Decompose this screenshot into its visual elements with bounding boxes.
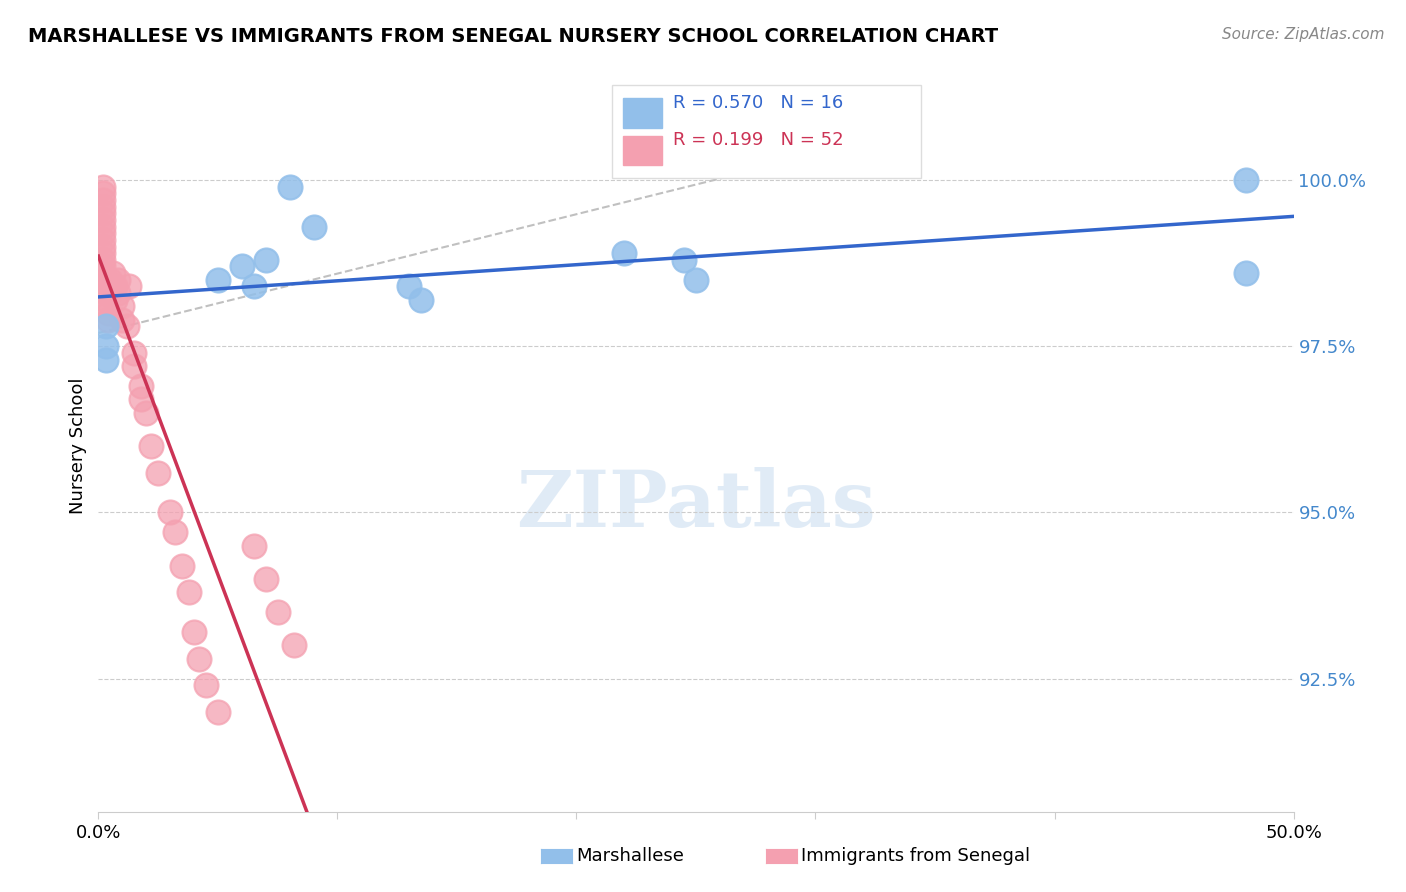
Text: ZIPatlas: ZIPatlas [516, 467, 876, 542]
Point [159, 506, 181, 520]
Point [124, 359, 146, 374]
Point [94, 279, 117, 293]
Point [172, 558, 194, 573]
Point [94, 339, 117, 353]
Point [111, 299, 134, 313]
Point [97, 312, 120, 326]
Point [94, 273, 117, 287]
Text: Immigrants from Senegal: Immigrants from Senegal [801, 847, 1031, 865]
Point [179, 585, 201, 599]
Text: R = 0.570   N = 16: R = 0.570 N = 16 [673, 94, 844, 112]
Point [97, 306, 120, 320]
Point [278, 179, 301, 194]
Point [231, 260, 253, 274]
Point [673, 252, 696, 267]
Point [613, 246, 636, 260]
Point [94, 286, 117, 301]
Point [254, 252, 277, 267]
Y-axis label: Nursery School: Nursery School [69, 377, 87, 515]
Point [243, 279, 266, 293]
Text: Source: ZipAtlas.com: Source: ZipAtlas.com [1222, 27, 1385, 42]
Point [283, 639, 305, 653]
Point [107, 273, 129, 287]
Point [139, 439, 162, 453]
Point [135, 406, 157, 420]
Point [91, 239, 114, 253]
Point [104, 279, 127, 293]
Point [115, 319, 138, 334]
Point [104, 293, 127, 307]
Point [195, 678, 218, 692]
Point [94, 293, 117, 307]
Point [183, 625, 205, 640]
Point [187, 652, 209, 666]
Point [118, 279, 141, 293]
Point [685, 273, 707, 287]
Point [131, 379, 153, 393]
Point [94, 319, 117, 334]
Point [254, 572, 277, 586]
Point [1234, 266, 1257, 280]
Point [411, 293, 433, 307]
Point [398, 279, 420, 293]
Point [207, 705, 229, 719]
Text: Marshallese: Marshallese [576, 847, 685, 865]
Point [91, 213, 114, 227]
Text: MARSHALLESE VS IMMIGRANTS FROM SENEGAL NURSERY SCHOOL CORRELATION CHART: MARSHALLESE VS IMMIGRANTS FROM SENEGAL N… [28, 27, 998, 45]
Point [207, 273, 229, 287]
Point [91, 252, 114, 267]
Point [91, 260, 114, 274]
Point [91, 200, 114, 214]
Point [124, 346, 146, 360]
Point [148, 466, 170, 480]
Point [91, 193, 114, 207]
Point [94, 352, 117, 367]
Point [111, 312, 134, 326]
Point [98, 286, 122, 301]
Point [243, 539, 266, 553]
Point [91, 246, 114, 260]
Point [131, 392, 153, 407]
Point [98, 273, 122, 287]
Point [267, 605, 290, 619]
Point [94, 299, 117, 313]
Point [91, 219, 114, 234]
Point [302, 219, 325, 234]
Point [163, 525, 186, 540]
Point [101, 279, 124, 293]
Point [91, 179, 114, 194]
Text: R = 0.199   N = 52: R = 0.199 N = 52 [673, 131, 844, 149]
Point [91, 186, 114, 201]
Point [107, 286, 129, 301]
Point [91, 266, 114, 280]
Point [91, 233, 114, 247]
Point [91, 206, 114, 220]
Point [91, 226, 114, 240]
Point [1234, 173, 1257, 187]
Point [101, 266, 124, 280]
